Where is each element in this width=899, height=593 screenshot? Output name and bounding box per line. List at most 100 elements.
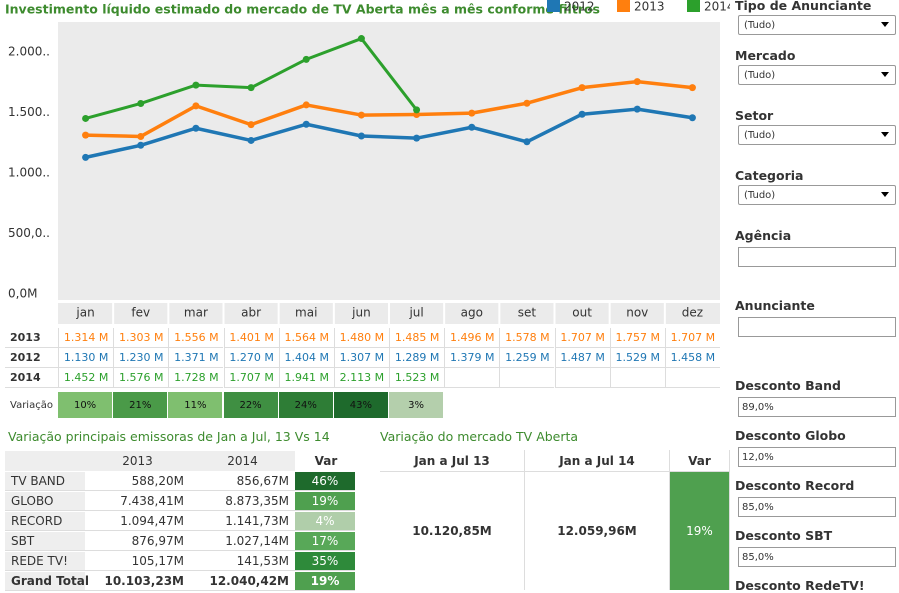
y-tick-label: 500,0..	[8, 226, 50, 240]
table-header: 2013	[85, 451, 190, 471]
dropdown-arrow	[881, 22, 889, 27]
table-cell: 10.120,85M	[380, 472, 525, 590]
data-point	[82, 131, 90, 139]
dropdown[interactable]: (Tudo)	[738, 65, 896, 85]
table-header: Var	[670, 450, 730, 472]
table-cell: 105,17M	[85, 552, 190, 571]
variacao-cell: 10%	[58, 392, 113, 418]
filter-label: Tipo de Anunciante	[735, 0, 872, 13]
table-cell: 1.130 M	[58, 348, 114, 368]
data-point	[633, 105, 641, 113]
table-cell: 1.270 M	[223, 348, 279, 368]
table-row-label: 2013	[5, 328, 58, 348]
y-tick-label: 2.000..	[8, 45, 50, 59]
filter-label: Desconto Band	[735, 378, 841, 393]
variacao-cell: 21%	[113, 392, 168, 418]
table-cell: 1.707 M	[554, 328, 610, 348]
filter-label: Categoria	[735, 168, 804, 183]
x-tick-label: abr	[241, 306, 261, 320]
dropdown-arrow	[881, 72, 889, 77]
text-input[interactable]: 12,0%	[738, 447, 896, 467]
table-cell: 1.303 M	[113, 328, 169, 348]
table-header-blank	[5, 451, 85, 471]
data-point	[82, 114, 90, 122]
table-cell: 1.487 M	[554, 348, 610, 368]
text-input[interactable]	[738, 247, 896, 267]
table-cell: 17%	[295, 532, 355, 551]
data-point	[192, 124, 200, 132]
data-point	[578, 84, 586, 92]
table-cell: 1.757 M	[609, 328, 665, 348]
table-title: Variação principais emissoras de Jan a J…	[8, 429, 330, 444]
variacao-label: Variação	[10, 399, 53, 411]
line-chart: Investimento líquido estimado do mercado…	[5, 0, 730, 324]
x-tick-label: mar	[184, 306, 208, 320]
legend-label: 2014	[704, 0, 730, 14]
variacao-cell: 11%	[168, 392, 223, 418]
variacao-cell: 3%	[389, 392, 444, 418]
dropdown[interactable]: (Tudo)	[738, 185, 896, 205]
table-cell: 1.289 M	[389, 348, 445, 368]
table-header: Jan a Jul 14	[525, 450, 670, 472]
y-tick-label: 1.500..	[8, 105, 50, 119]
table-header: Var	[295, 451, 357, 471]
legend-swatch	[687, 0, 700, 12]
table-cell: 876,97M	[85, 532, 190, 551]
data-point	[357, 111, 365, 119]
data-point	[302, 101, 310, 109]
table-cell: 35%	[295, 552, 355, 571]
table-cell: 1.576 M	[113, 368, 169, 388]
text-input[interactable]: 89,0%	[738, 397, 896, 417]
table-cell: 1.458 M	[664, 348, 720, 368]
table-header: 2014	[190, 451, 295, 471]
legend-swatch	[617, 0, 630, 12]
row-label: TV BAND	[5, 472, 85, 491]
y-tick-label: 1.000..	[8, 166, 50, 180]
table-cell: 1.941 M	[278, 368, 334, 388]
table-cell: 1.379 M	[444, 348, 500, 368]
filter-label: Desconto Record	[735, 478, 855, 493]
data-point	[302, 120, 310, 128]
data-point	[247, 136, 255, 144]
x-tick-label: jan	[75, 306, 94, 320]
text-input[interactable]: 85,0%	[738, 547, 896, 567]
dropdown[interactable]: (Tudo)	[738, 15, 896, 35]
table-cell: 1.259 M	[499, 348, 555, 368]
table-cell: 46%	[295, 472, 355, 491]
table-cell: 1.141,73M	[190, 512, 295, 531]
data-point	[468, 109, 476, 117]
variacao-cell: 43%	[333, 392, 388, 418]
table-cell: 7.438,41M	[85, 492, 190, 511]
table-cell	[554, 368, 610, 388]
legend-swatch	[547, 0, 560, 12]
filter-label: Desconto SBT	[735, 528, 833, 543]
data-point	[578, 110, 586, 118]
text-input[interactable]: 85,0%	[738, 497, 896, 517]
table-cell: 19%	[295, 492, 355, 511]
dropdown[interactable]: (Tudo)	[738, 125, 896, 145]
table-cell: 1.707 M	[223, 368, 279, 388]
x-tick-label: out	[572, 306, 592, 320]
table-cell: 1.404 M	[278, 348, 334, 368]
plot-area	[58, 22, 720, 300]
text-input[interactable]	[738, 317, 896, 337]
data-point	[523, 99, 531, 107]
table-cell: 1.496 M	[444, 328, 500, 348]
table-cell: 2.113 M	[333, 368, 389, 388]
x-tick-label: dez	[682, 306, 703, 320]
table-cell: 1.523 M	[389, 368, 445, 388]
row-label: Grand Total	[5, 572, 89, 591]
data-point	[247, 121, 255, 129]
table-cell: 19%	[670, 472, 730, 590]
table-cell: 1.480 M	[333, 328, 389, 348]
row-label: GLOBO	[5, 492, 85, 511]
x-tick-label: fev	[131, 306, 150, 320]
row-label: SBT	[5, 532, 85, 551]
filter-label: Desconto Globo	[735, 428, 846, 443]
table-cell: 1.564 M	[278, 328, 334, 348]
data-point	[357, 132, 365, 140]
variacao-cell: 24%	[278, 392, 333, 418]
chart-title: Investimento líquido estimado do mercado…	[5, 2, 600, 17]
y-tick-label: 0,0M	[8, 286, 37, 300]
